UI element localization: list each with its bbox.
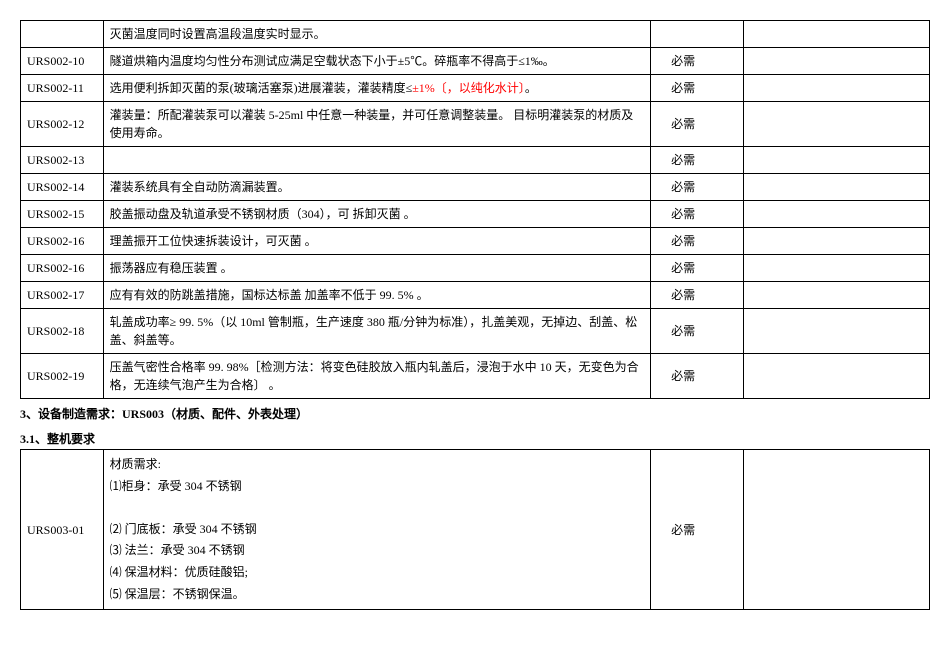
table-row: URS003-01材质需求:⑴柜身：承受 304 不锈钢 ⑵ 门底板：承受 30… — [21, 450, 930, 610]
row-description: 轧盖成功率≥ 99. 5%（以 10ml 管制瓶，生产速度 380 瓶/分钟为标… — [103, 309, 650, 354]
table-row: URS002-17应有有效的防跳盖措施，国标达标盖 加盖率不低于 99. 5% … — [21, 282, 930, 309]
row-extra — [744, 255, 930, 282]
requirements-table-2: URS003-01材质需求:⑴柜身：承受 304 不锈钢 ⑵ 门底板：承受 30… — [20, 449, 930, 610]
section-3-subtitle: 3.1、整机要求 — [20, 424, 930, 449]
row-description: 灭菌温度同时设置高温段温度实时显示。 — [103, 21, 650, 48]
row-id: URS002-18 — [21, 309, 104, 354]
row-description: 胶盖振动盘及轨道承受不锈钢材质（304），可 拆卸灭菌 。 — [103, 201, 650, 228]
row-extra — [744, 21, 930, 48]
row-extra — [744, 102, 930, 147]
row-extra — [744, 354, 930, 399]
row-id: URS002-14 — [21, 174, 104, 201]
row-requirement: 必需 — [651, 255, 744, 282]
row-description: 材质需求:⑴柜身：承受 304 不锈钢 ⑵ 门底板：承受 304 不锈钢⑶ 法兰… — [103, 450, 650, 610]
row-extra — [744, 75, 930, 102]
row-id: URS002-10 — [21, 48, 104, 75]
row-id: URS002-12 — [21, 102, 104, 147]
row-extra — [744, 48, 930, 75]
table-row: URS002-10隧道烘箱内温度均匀性分布测试应满足空载状态下小于±5℃。碎瓶率… — [21, 48, 930, 75]
row-id: URS003-01 — [21, 450, 104, 610]
row-id: URS002-15 — [21, 201, 104, 228]
row-extra — [744, 450, 930, 610]
row-description: 选用便利拆卸灭菌的泵(玻璃活塞泵)进展灌装，灌装精度≤±1%〔，以纯化水计〕。 — [103, 75, 650, 102]
row-requirement: 必需 — [651, 48, 744, 75]
row-extra — [744, 201, 930, 228]
row-requirement: 必需 — [651, 450, 744, 610]
row-id: URS002-11 — [21, 75, 104, 102]
row-id — [21, 21, 104, 48]
row-id: URS002-16 — [21, 255, 104, 282]
row-description: 灌装系统具有全自动防滴漏装置。 — [103, 174, 650, 201]
row-requirement: 必需 — [651, 102, 744, 147]
row-requirement: 必需 — [651, 228, 744, 255]
row-description — [103, 147, 650, 174]
row-extra — [744, 309, 930, 354]
table-row: URS002-19压盖气密性合格率 99. 98%［检测方法：将变色硅胶放入瓶内… — [21, 354, 930, 399]
row-id: URS002-17 — [21, 282, 104, 309]
table-row: 灭菌温度同时设置高温段温度实时显示。 — [21, 21, 930, 48]
row-description: 振荡器应有稳压装置 。 — [103, 255, 650, 282]
row-requirement: 必需 — [651, 174, 744, 201]
table-row: URS002-11选用便利拆卸灭菌的泵(玻璃活塞泵)进展灌装，灌装精度≤±1%〔… — [21, 75, 930, 102]
row-extra — [744, 228, 930, 255]
section-3-title: 3、设备制造需求：URS003（材质、配件、外表处理） — [20, 399, 930, 424]
row-description: 应有有效的防跳盖措施，国标达标盖 加盖率不低于 99. 5% 。 — [103, 282, 650, 309]
row-requirement: 必需 — [651, 309, 744, 354]
table-row: URS002-12灌装量：所配灌装泵可以灌装 5-25ml 中任意一种装量，并可… — [21, 102, 930, 147]
row-id: URS002-16 — [21, 228, 104, 255]
row-requirement: 必需 — [651, 201, 744, 228]
requirements-table-1: 灭菌温度同时设置高温段温度实时显示。URS002-10隧道烘箱内温度均匀性分布测… — [20, 20, 930, 399]
table-row: URS002-14灌装系统具有全自动防滴漏装置。必需 — [21, 174, 930, 201]
row-requirement: 必需 — [651, 147, 744, 174]
row-requirement: 必需 — [651, 282, 744, 309]
table-row: URS002-16理盖振开工位快速拆装设计，可灭菌 。必需 — [21, 228, 930, 255]
table-row: URS002-13 必需 — [21, 147, 930, 174]
row-description: 压盖气密性合格率 99. 98%［检测方法：将变色硅胶放入瓶内轧盖后，浸泡于水中… — [103, 354, 650, 399]
row-requirement: 必需 — [651, 354, 744, 399]
document-page: 灭菌温度同时设置高温段温度实时显示。URS002-10隧道烘箱内温度均匀性分布测… — [20, 20, 930, 610]
table-row: URS002-15胶盖振动盘及轨道承受不锈钢材质（304），可 拆卸灭菌 。必需 — [21, 201, 930, 228]
row-description: 理盖振开工位快速拆装设计，可灭菌 。 — [103, 228, 650, 255]
table-row: URS002-18轧盖成功率≥ 99. 5%（以 10ml 管制瓶，生产速度 3… — [21, 309, 930, 354]
row-requirement — [651, 21, 744, 48]
row-description: 灌装量：所配灌装泵可以灌装 5-25ml 中任意一种装量，并可任意调整装量。 目… — [103, 102, 650, 147]
row-requirement: 必需 — [651, 75, 744, 102]
row-description: 隧道烘箱内温度均匀性分布测试应满足空载状态下小于±5℃。碎瓶率不得高于≤1‰。 — [103, 48, 650, 75]
row-id: URS002-13 — [21, 147, 104, 174]
table-row: URS002-16振荡器应有稳压装置 。必需 — [21, 255, 930, 282]
row-extra — [744, 282, 930, 309]
row-id: URS002-19 — [21, 354, 104, 399]
row-extra — [744, 174, 930, 201]
highlighted-text: ±1%〔，以纯化水计〕 — [412, 81, 525, 95]
row-extra — [744, 147, 930, 174]
